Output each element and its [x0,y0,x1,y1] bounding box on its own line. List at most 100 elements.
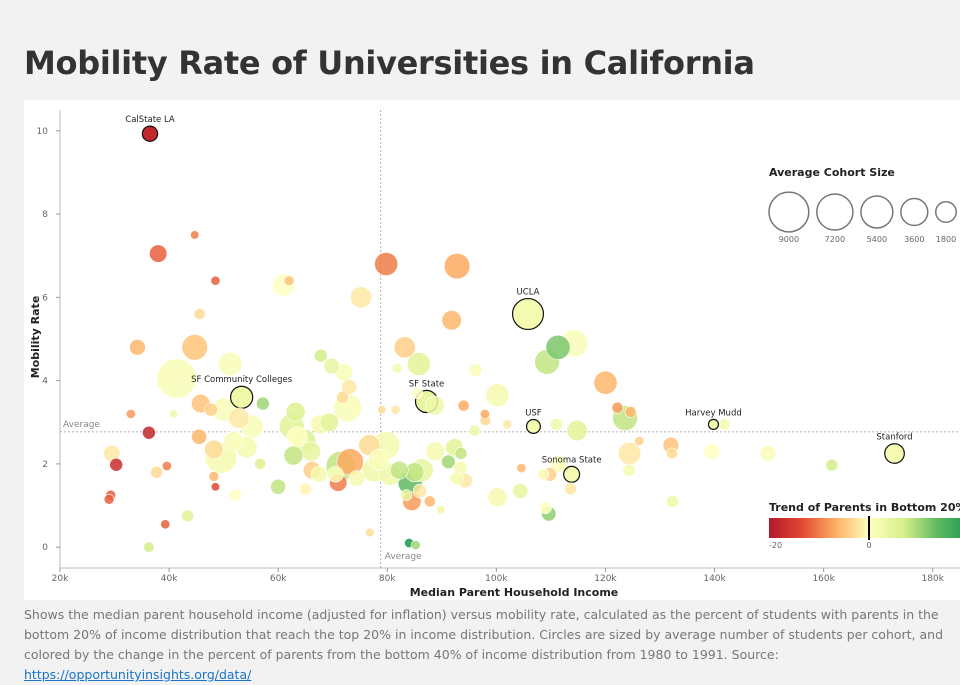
data-point [336,390,349,404]
data-point [485,383,510,408]
annotation-calstate-la: CalState LA [125,115,175,125]
data-point [425,441,446,462]
data-point [374,252,399,276]
data-point [545,334,571,360]
data-point [436,505,446,515]
data-point [479,408,490,419]
data-point [149,244,168,263]
annotation-usf: USF [525,409,542,419]
x-tick-label: 60k [270,574,287,584]
chart-panel: 20k 40k 60k 80k 100k 120k 140k 160k 180k 0 2 4 6 8 10 … [24,100,960,600]
size-legend: Average Cohort Size 9000 7200 5400 3600 1800… [768,166,957,244]
color-legend-title: Trend of Parents in Bottom 20% [769,501,960,514]
size-legend-label: 1800 [936,235,956,244]
point-ucla [511,297,545,331]
y-tick-label: 2 [42,460,48,470]
data-point [377,405,387,415]
data-point [283,275,295,287]
x-tick-label: 140k [703,574,726,584]
data-point [323,357,340,375]
data-point [393,336,416,359]
x-tick-label: 20k [52,574,69,584]
data-point [441,454,456,470]
data-point [327,466,344,483]
data-point [389,460,409,480]
point-sf-community-colleges [229,385,254,409]
data-point [718,418,731,431]
data-point [825,458,839,472]
data-point [229,488,243,502]
color-legend: Trend of Parents in Bottom 20% -20 0 [769,501,960,550]
data-point [622,463,636,477]
data-point [204,439,224,459]
data-point [624,405,637,418]
caption-text: Shows the median parent household income… [24,607,944,662]
annotation-harvey-mudd: Harvey Mudd [685,408,742,418]
scatter-chart: 20k 40k 60k 80k 100k 120k 140k 160k 180k0246810 … [29,110,960,599]
data-point [487,487,508,508]
data-point [443,253,471,280]
data-point [666,447,678,460]
x-tick-label: 160k [812,574,835,584]
data-point [256,396,270,411]
data-point [228,407,250,429]
size-legend-circle [816,193,854,231]
data-point [193,308,206,320]
size-legend-label: 5400 [867,235,887,244]
data-points [103,125,905,553]
data-point [285,402,306,422]
data-point [310,466,328,483]
data-point [611,401,624,414]
data-point [313,348,328,363]
data-point [400,489,413,502]
data-point [423,495,436,508]
y-average-label: Average [63,420,100,430]
data-point [341,378,358,395]
data-point [566,420,588,442]
data-point [365,528,375,538]
data-point [593,370,618,395]
annotation-sf-state: SF State [409,379,445,389]
data-point [412,483,428,499]
data-point [391,362,403,374]
annotation-ucla: UCLA [517,288,540,298]
data-point [210,482,220,492]
data-point [181,334,208,361]
source-link[interactable]: https://opportunityinsights.org/data/ [24,667,252,682]
data-point [424,395,445,416]
data-point [512,483,529,499]
y-tick-label: 0 [42,543,48,553]
y-tick-label: 8 [42,210,48,220]
data-point [109,457,124,472]
size-legend-label: 7200 [825,235,845,244]
data-point [254,458,267,470]
point-stanford [884,443,905,464]
data-point [550,455,568,473]
axes: 20k 40k 60k 80k 100k 120k 140k 160k 180k 0 2 4 6 8 10 [37,110,960,584]
data-point [223,430,244,452]
size-legend-title: Average Cohort Size [769,166,895,179]
caption: Shows the median parent household income… [24,605,954,685]
x-tick-label: 180k [922,574,945,584]
data-point [181,509,195,523]
data-point [390,404,401,415]
data-point [348,470,365,487]
y-tick-label: 4 [42,377,48,387]
average-reference-lines: Average Average [60,110,960,568]
page-title: Mobility Rate of Universities in Califor… [24,44,755,82]
annotation-stanford: Stanford [876,433,912,443]
data-point [516,463,527,474]
size-legend-circle [768,191,810,233]
data-point [143,541,155,553]
x-tick-label: 120k [594,574,617,584]
data-point [161,461,172,471]
data-point [666,494,679,508]
data-point [319,412,340,432]
x-average-label: Average [385,552,422,562]
data-point [169,409,178,419]
data-point [350,286,373,309]
color-legend-gradient-bar [769,518,960,538]
point-calstate-la [141,125,159,142]
data-point [759,445,777,462]
data-point [537,468,550,481]
